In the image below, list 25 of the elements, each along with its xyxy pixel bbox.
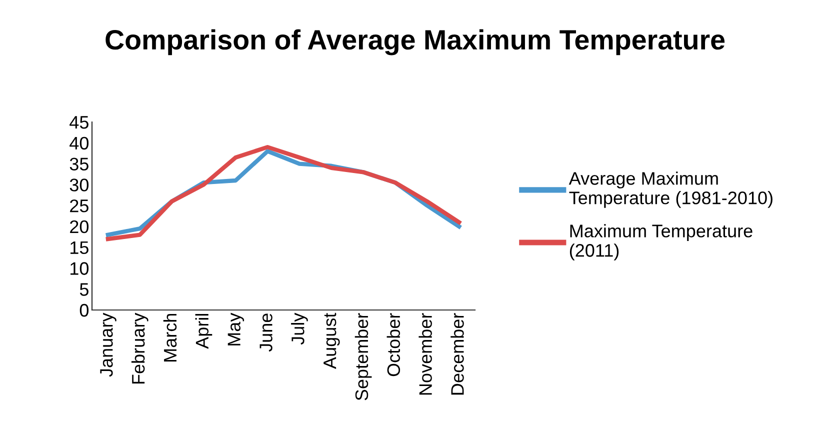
y-tick-label: 0 <box>80 304 89 317</box>
legend-label: Average Maximum Temperature (1981-2010) <box>568 172 772 208</box>
x-tick-label: August <box>324 312 340 369</box>
x-tick-label: February <box>131 312 148 384</box>
x-tick-label: November <box>418 313 432 395</box>
x-tick-label: May <box>228 312 244 346</box>
x-tick-label: January <box>100 312 116 377</box>
x-tick-label: December <box>450 313 464 395</box>
y-tick-label: 15 <box>70 241 88 254</box>
x-tick-label: July <box>291 312 308 345</box>
x-tick-label: March <box>163 314 177 362</box>
x-tick-label: April <box>195 314 212 349</box>
x-tick-label: October <box>386 313 400 376</box>
y-tick-label: 20 <box>70 220 89 234</box>
y-tick-label: 10 <box>70 262 89 275</box>
y-tick-label: 30 <box>70 178 89 192</box>
y-tick-label: 25 <box>70 199 88 212</box>
y-tick-label: 35 <box>70 158 88 170</box>
chart-title: Comparison of Average Maximum Temperature <box>106 29 725 56</box>
y-tick-label: 5 <box>80 283 88 296</box>
x-tick-label: September <box>354 313 372 400</box>
y-tick-label: 40 <box>70 136 89 150</box>
y-tick-label: 45 <box>70 116 88 129</box>
x-tick-label: June <box>260 314 272 352</box>
legend-label: Maximum Temperature (2011) <box>570 224 752 260</box>
